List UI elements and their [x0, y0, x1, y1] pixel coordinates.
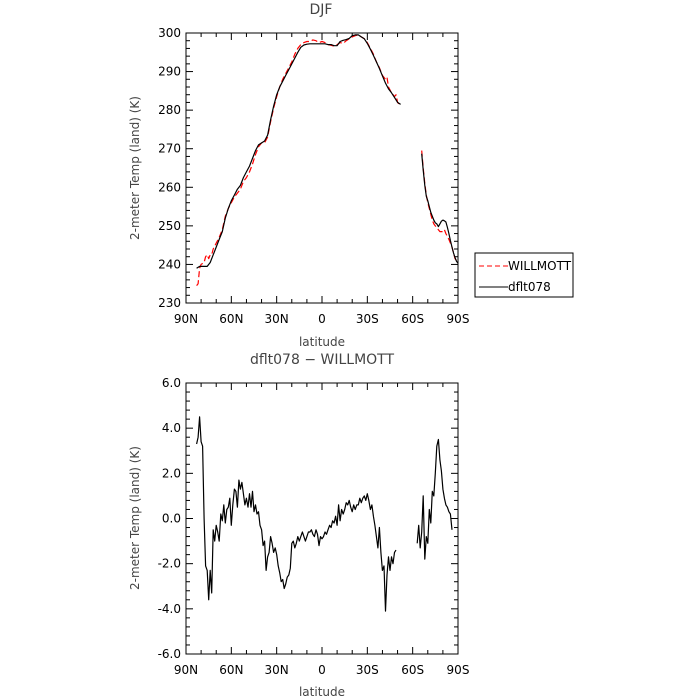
top-series-willmott-line	[421, 150, 459, 263]
top-x-tick-label: 60S	[401, 312, 424, 326]
bottom-panel: dflt078 − WILLMOTT 90N 60N 30N 0 30S 60S 90S 6.…	[128, 352, 469, 699]
top-x-tick-label: 30S	[356, 312, 379, 326]
top-y-tick-label: 260	[158, 180, 181, 194]
top-y-tick-label: 230	[158, 296, 181, 310]
bottom-x-axis-label: latitude	[299, 685, 345, 699]
top-x-tick-label: 60N	[219, 312, 243, 326]
top-series-willmott-line	[196, 34, 402, 286]
top-y-tick-label: 250	[158, 219, 181, 233]
bottom-y-tick-label: 0.0	[162, 512, 181, 526]
bottom-y-axis-label: 2-meter Temp (land) (K)	[128, 446, 142, 590]
top-series-dflt078-line	[196, 34, 401, 269]
top-y-tick-label: 290	[158, 65, 181, 79]
top-x-tick-label: 0	[318, 312, 326, 326]
bottom-x-tick-label: 60N	[219, 663, 243, 677]
bottom-y-tick-label: 4.0	[162, 421, 181, 435]
top-x-axis-label: latitude	[299, 335, 345, 349]
top-y-axis-label: 2-meter Temp (land) (K)	[128, 96, 142, 240]
top-y-tick-label: 240	[158, 257, 181, 271]
top-panel: DJF 90N 60N 30N 0 30S 60S 90S 300 290 280 270 260 25…	[128, 2, 469, 349]
bottom-y-tick-label: -2.0	[158, 557, 181, 571]
bottom-chart-title: dflt078 − WILLMOTT	[250, 352, 395, 368]
top-x-tick-label: 30N	[265, 312, 289, 326]
bottom-y-tick-label: 6.0	[162, 376, 181, 390]
legend-dflt078-label: dflt078	[508, 280, 551, 294]
legend-willmott-label: WILLMOTT	[508, 259, 572, 273]
bottom-series-difference-line	[416, 438, 453, 560]
bottom-y-tick-label: -6.0	[158, 647, 181, 661]
bottom-y-tick-label: -4.0	[158, 602, 181, 616]
bottom-x-tick-label: 90S	[447, 663, 470, 677]
bottom-x-tick-label: 0	[318, 663, 326, 677]
bottom-series-difference-line	[196, 416, 397, 612]
bottom-x-tick-label: 30N	[265, 663, 289, 677]
top-x-tick-label: 90N	[174, 312, 198, 326]
top-plot-area: 90N 60N 30N 0 30S 60S 90S 300 290 280 270 260 250 240…	[158, 26, 469, 326]
legend-box	[474, 252, 574, 298]
bottom-plot-area: 90N 60N 30N 0 30S 60S 90S 6.0 4.0 2.0 0.0 -2.0 -4.0 -…	[158, 376, 470, 677]
bottom-y-tick-label: 2.0	[162, 466, 181, 480]
bottom-x-tick-label: 90N	[174, 663, 198, 677]
top-chart-title: DJF	[310, 2, 333, 18]
bottom-x-tick-label: 60S	[401, 663, 424, 677]
top-x-tick-label: 90S	[447, 312, 470, 326]
bottom-x-tick-label: 30S	[356, 663, 379, 677]
top-y-tick-label: 280	[158, 103, 181, 117]
top-plot-frame	[185, 32, 459, 304]
legend: WILLMOTT dflt078	[474, 252, 574, 298]
top-y-tick-label: 270	[158, 142, 181, 156]
top-series-dflt078-line	[421, 153, 459, 264]
bottom-plot-frame	[185, 382, 459, 655]
top-y-tick-label: 300	[158, 26, 181, 40]
